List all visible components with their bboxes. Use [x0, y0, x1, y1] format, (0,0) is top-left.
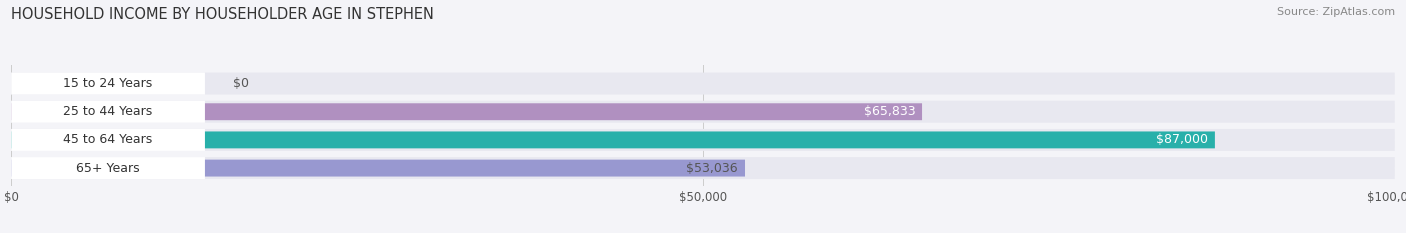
- Text: $65,833: $65,833: [863, 105, 915, 118]
- FancyBboxPatch shape: [11, 157, 1395, 179]
- FancyBboxPatch shape: [11, 160, 745, 177]
- FancyBboxPatch shape: [11, 157, 205, 179]
- Text: Source: ZipAtlas.com: Source: ZipAtlas.com: [1277, 7, 1395, 17]
- FancyBboxPatch shape: [11, 72, 205, 95]
- Text: HOUSEHOLD INCOME BY HOUSEHOLDER AGE IN STEPHEN: HOUSEHOLD INCOME BY HOUSEHOLDER AGE IN S…: [11, 7, 434, 22]
- Text: $0: $0: [232, 77, 249, 90]
- FancyBboxPatch shape: [11, 103, 922, 120]
- FancyBboxPatch shape: [11, 131, 1215, 148]
- Text: $87,000: $87,000: [1156, 134, 1208, 146]
- FancyBboxPatch shape: [11, 129, 205, 151]
- FancyBboxPatch shape: [11, 72, 1395, 95]
- Text: 25 to 44 Years: 25 to 44 Years: [63, 105, 153, 118]
- FancyBboxPatch shape: [11, 129, 1395, 151]
- FancyBboxPatch shape: [11, 101, 1395, 123]
- Text: 65+ Years: 65+ Years: [76, 161, 141, 175]
- Text: 15 to 24 Years: 15 to 24 Years: [63, 77, 153, 90]
- Text: $53,036: $53,036: [686, 161, 738, 175]
- FancyBboxPatch shape: [11, 101, 205, 123]
- Text: 45 to 64 Years: 45 to 64 Years: [63, 134, 153, 146]
